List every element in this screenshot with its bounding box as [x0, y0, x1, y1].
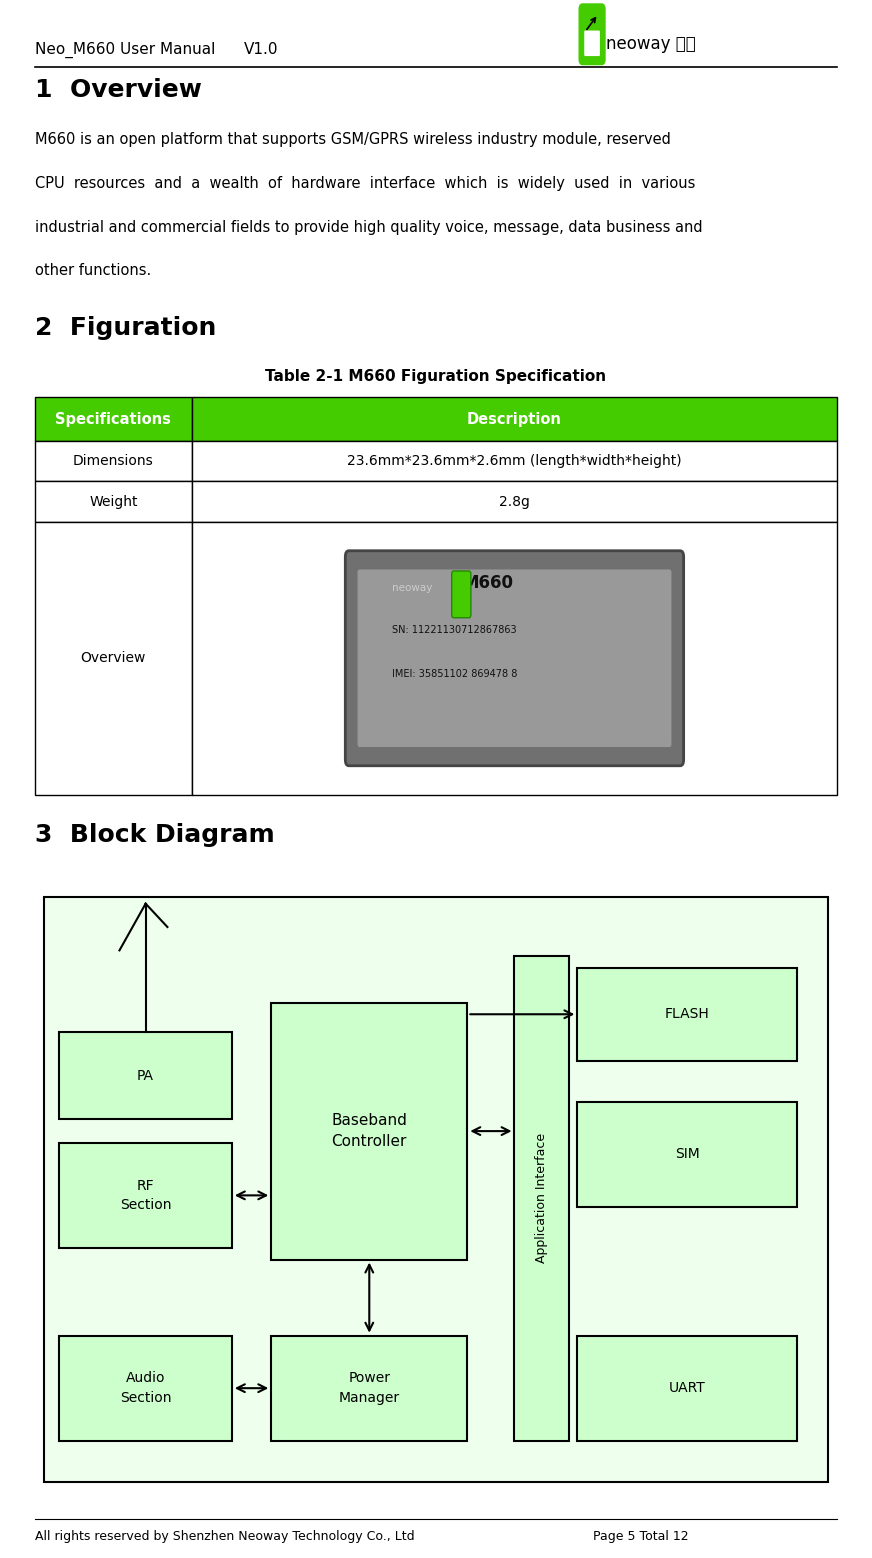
Text: neoway: neoway [392, 583, 433, 594]
Text: FLASH: FLASH [664, 1008, 710, 1020]
Text: IMEI: 35851102 869478 8: IMEI: 35851102 869478 8 [392, 668, 518, 679]
Text: Dimensions: Dimensions [73, 455, 153, 467]
Bar [514, 957, 569, 1441]
Text: All rights reserved by Shenzhen Neoway Technology Co., Ltd: All rights reserved by Shenzhen Neoway T… [35, 1530, 414, 1542]
Bar [192, 441, 837, 481]
Bar [192, 522, 837, 795]
Bar [44, 897, 828, 1482]
Text: Baseband
Controller: Baseband Controller [331, 1112, 407, 1150]
Text: RF
Section: RF Section [119, 1178, 172, 1212]
Text: Power
Manager: Power Manager [338, 1371, 400, 1405]
Bar [577, 968, 797, 1061]
FancyBboxPatch shape [584, 31, 600, 56]
Bar [192, 481, 837, 522]
Bar [35, 397, 192, 441]
Text: Application Interface: Application Interface [535, 1133, 548, 1264]
Text: 3  Block Diagram: 3 Block Diagram [35, 823, 275, 846]
Text: 1  Overview: 1 Overview [35, 78, 201, 101]
Bar [577, 1335, 797, 1441]
Text: Page 5 Total 12: Page 5 Total 12 [593, 1530, 689, 1542]
Text: 2.8g: 2.8g [499, 495, 530, 508]
FancyBboxPatch shape [358, 570, 671, 748]
Bar [271, 1335, 467, 1441]
Text: M660 is an open platform that supports GSM/GPRS wireless industry module, reserv: M660 is an open platform that supports G… [35, 132, 671, 148]
Text: PA: PA [137, 1069, 154, 1083]
FancyBboxPatch shape [452, 572, 471, 619]
Text: industrial and commercial fields to provide high quality voice, message, data bu: industrial and commercial fields to prov… [35, 220, 703, 235]
Text: V1.0: V1.0 [244, 42, 279, 58]
Bar [59, 1335, 232, 1441]
Bar [35, 441, 192, 481]
Text: Audio
Section: Audio Section [119, 1371, 172, 1405]
Text: other functions.: other functions. [35, 263, 151, 279]
Text: SN: 11221130712867863: SN: 11221130712867863 [392, 625, 517, 636]
Bar [271, 1003, 467, 1260]
Bar [59, 1031, 232, 1120]
Text: neoway 有方: neoway 有方 [606, 34, 696, 53]
Text: Table 2-1 M660 Figuration Specification: Table 2-1 M660 Figuration Specification [265, 369, 607, 385]
Text: Weight: Weight [89, 495, 138, 508]
Bar [192, 397, 837, 441]
Text: CPU  resources  and  a  wealth  of  hardware  interface  which  is  widely  used: CPU resources and a wealth of hardware i… [35, 176, 695, 192]
FancyBboxPatch shape [580, 5, 604, 64]
Bar [35, 522, 192, 795]
FancyBboxPatch shape [345, 552, 684, 767]
Bar [577, 1102, 797, 1207]
Text: Overview: Overview [81, 651, 146, 665]
Text: Description: Description [467, 411, 562, 427]
Text: Neo_M660 User Manual: Neo_M660 User Manual [35, 42, 215, 58]
Bar [59, 1144, 232, 1248]
Text: M660: M660 [462, 575, 513, 592]
Text: SIM: SIM [675, 1148, 699, 1161]
Text: 23.6mm*23.6mm*2.6mm (length*width*height): 23.6mm*23.6mm*2.6mm (length*width*height… [347, 455, 682, 467]
Text: UART: UART [669, 1382, 705, 1394]
Text: 2  Figuration: 2 Figuration [35, 316, 216, 340]
Bar [35, 481, 192, 522]
Text: Specifications: Specifications [56, 411, 171, 427]
